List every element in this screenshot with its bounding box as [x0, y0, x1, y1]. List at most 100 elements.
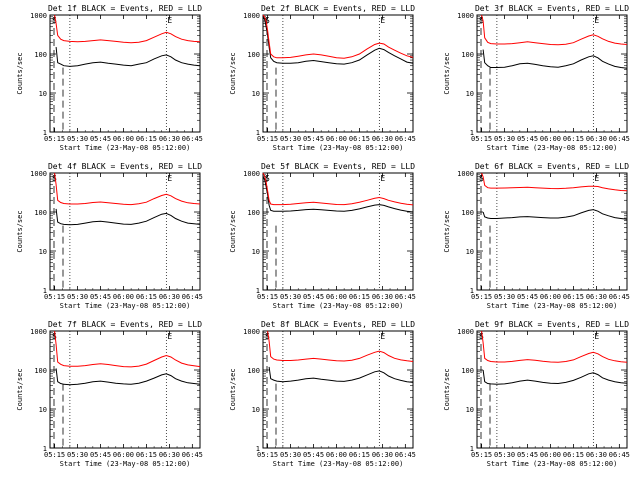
series-events-line: [482, 369, 628, 385]
series-events-line: [482, 49, 628, 69]
y-axis-label: Counts/sec: [16, 52, 24, 94]
series-lld-line: [54, 14, 201, 44]
x-tick-label: 05:45: [303, 135, 324, 143]
series-events-line: [262, 16, 414, 65]
end-marker-label: E: [594, 332, 599, 341]
y-tick-label: 100: [461, 209, 474, 217]
chart-title: Det 6f BLACK = Events, RED = LLD: [475, 162, 629, 171]
x-tick-label: 06:30: [159, 293, 180, 301]
y-axis-label: Counts/sec: [16, 210, 24, 252]
x-axis-label: Start Time (23-May-08 05:12:00): [487, 302, 618, 310]
x-tick-label: 06:45: [395, 135, 416, 143]
x-axis-label: Start Time (23-May-08 05:12:00): [60, 302, 191, 310]
plot-frame: [49, 330, 201, 449]
det-4f-panel: Det 4f BLACK = Events, RED = LLD 1 10 100 10…: [16, 162, 203, 310]
x-tick-label: 06:15: [136, 293, 157, 301]
x-axis-label: Start Time (23-May-08 05:12:00): [487, 144, 618, 152]
x-tick-label: 06:15: [563, 135, 584, 143]
end-marker-label: E: [167, 332, 172, 341]
x-tick-label: 05:30: [494, 451, 515, 459]
x-tick-label: 06:15: [563, 451, 584, 459]
x-tick-label: 06:15: [349, 293, 370, 301]
x-axis-label: Start Time (23-May-08 05:12:00): [487, 460, 618, 468]
end-marker-label: E: [594, 16, 599, 25]
x-tick-label: 06:00: [326, 135, 347, 143]
y-tick-label: 100: [34, 367, 47, 375]
y-tick-label: 10: [39, 248, 47, 256]
x-tick-label: 06:15: [136, 451, 157, 459]
start-marker-label: S: [52, 332, 57, 341]
y-tick-label: 10: [39, 406, 47, 414]
y-axis-label: Counts/sec: [443, 368, 451, 410]
y-tick-label: 100: [247, 51, 260, 59]
x-tick-label: 06:45: [609, 135, 630, 143]
det-8f-panel: Det 8f BLACK = Events, RED = LLD 1 10 100 10…: [229, 320, 416, 468]
plot-frame: [476, 172, 628, 291]
x-tick-label: 06:30: [159, 451, 180, 459]
x-tick-label: 05:45: [90, 293, 111, 301]
det-6f-panel: Det 6f BLACK = Events, RED = LLD 1 10 100 10…: [443, 162, 630, 310]
x-tick-label: 05:30: [280, 135, 301, 143]
chart-title: Det 4f BLACK = Events, RED = LLD: [48, 162, 202, 171]
y-tick-label: 100: [461, 367, 474, 375]
y-tick-label: 1: [43, 287, 47, 295]
y-tick-label: 10: [39, 90, 47, 98]
det-2f-panel: Det 2f BLACK = Events, RED = LLD 1 10 100 10…: [229, 4, 416, 152]
y-axis-label: Counts/sec: [229, 210, 237, 252]
x-tick-label: 06:30: [372, 135, 393, 143]
series-events-line: [55, 208, 201, 226]
x-axis-label: Start Time (23-May-08 05:12:00): [60, 144, 191, 152]
x-tick-label: 05:45: [517, 451, 538, 459]
series-lld-line: [262, 172, 414, 206]
y-tick-label: 1000: [243, 12, 260, 20]
det-1f-panel: Det 1f BLACK = Events, RED = LLD 1 10 100 10…: [16, 4, 203, 152]
x-tick-label: 05:30: [280, 293, 301, 301]
x-tick-label: 05:30: [494, 135, 515, 143]
y-tick-label: 10: [252, 248, 260, 256]
start-marker-label: S: [265, 16, 270, 25]
x-tick-label: 06:00: [326, 293, 347, 301]
x-tick-label: 06:45: [182, 451, 203, 459]
end-marker-label: E: [380, 332, 385, 341]
y-tick-label: 1000: [30, 170, 47, 178]
det-5f-panel: Det 5f BLACK = Events, RED = LLD 1 10 100 10…: [229, 162, 416, 310]
x-tick-label: 05:45: [90, 135, 111, 143]
x-tick-label: 06:00: [113, 293, 134, 301]
series-lld-line: [54, 330, 201, 368]
chart-title: Det 3f BLACK = Events, RED = LLD: [475, 4, 629, 13]
y-tick-label: 10: [466, 248, 474, 256]
x-tick-label: 06:45: [395, 293, 416, 301]
plot-frame: [476, 14, 628, 133]
x-tick-label: 06:00: [540, 451, 561, 459]
x-tick-label: 05:30: [67, 293, 88, 301]
x-tick-label: 06:45: [182, 135, 203, 143]
det-7f-panel: Det 7f BLACK = Events, RED = LLD 1 10 100 10…: [16, 320, 203, 468]
y-tick-label: 1000: [30, 328, 47, 336]
x-tick-label: 05:15: [257, 135, 278, 143]
y-tick-label: 10: [466, 90, 474, 98]
x-tick-label: 05:15: [257, 451, 278, 459]
x-tick-label: 06:15: [136, 135, 157, 143]
y-tick-label: 1000: [243, 328, 260, 336]
series-lld-line: [481, 14, 628, 46]
x-tick-label: 05:45: [90, 451, 111, 459]
y-tick-label: 100: [461, 51, 474, 59]
start-marker-label: S: [52, 174, 57, 183]
x-tick-label: 05:15: [471, 293, 492, 301]
series-events-line: [268, 366, 414, 383]
plot-frame: [262, 172, 414, 291]
series-lld-line: [54, 172, 201, 206]
start-marker-label: S: [265, 332, 270, 341]
series-events-line: [55, 368, 201, 386]
x-tick-label: 06:00: [540, 135, 561, 143]
y-tick-label: 1000: [457, 170, 474, 178]
y-tick-label: 10: [466, 406, 474, 414]
x-tick-label: 06:45: [609, 451, 630, 459]
end-marker-label: E: [594, 174, 599, 183]
x-tick-label: 05:45: [303, 451, 324, 459]
x-tick-label: 06:45: [182, 293, 203, 301]
x-tick-label: 05:30: [67, 135, 88, 143]
y-tick-label: 1000: [30, 12, 47, 20]
x-tick-label: 05:15: [44, 135, 65, 143]
y-tick-label: 1000: [243, 170, 260, 178]
